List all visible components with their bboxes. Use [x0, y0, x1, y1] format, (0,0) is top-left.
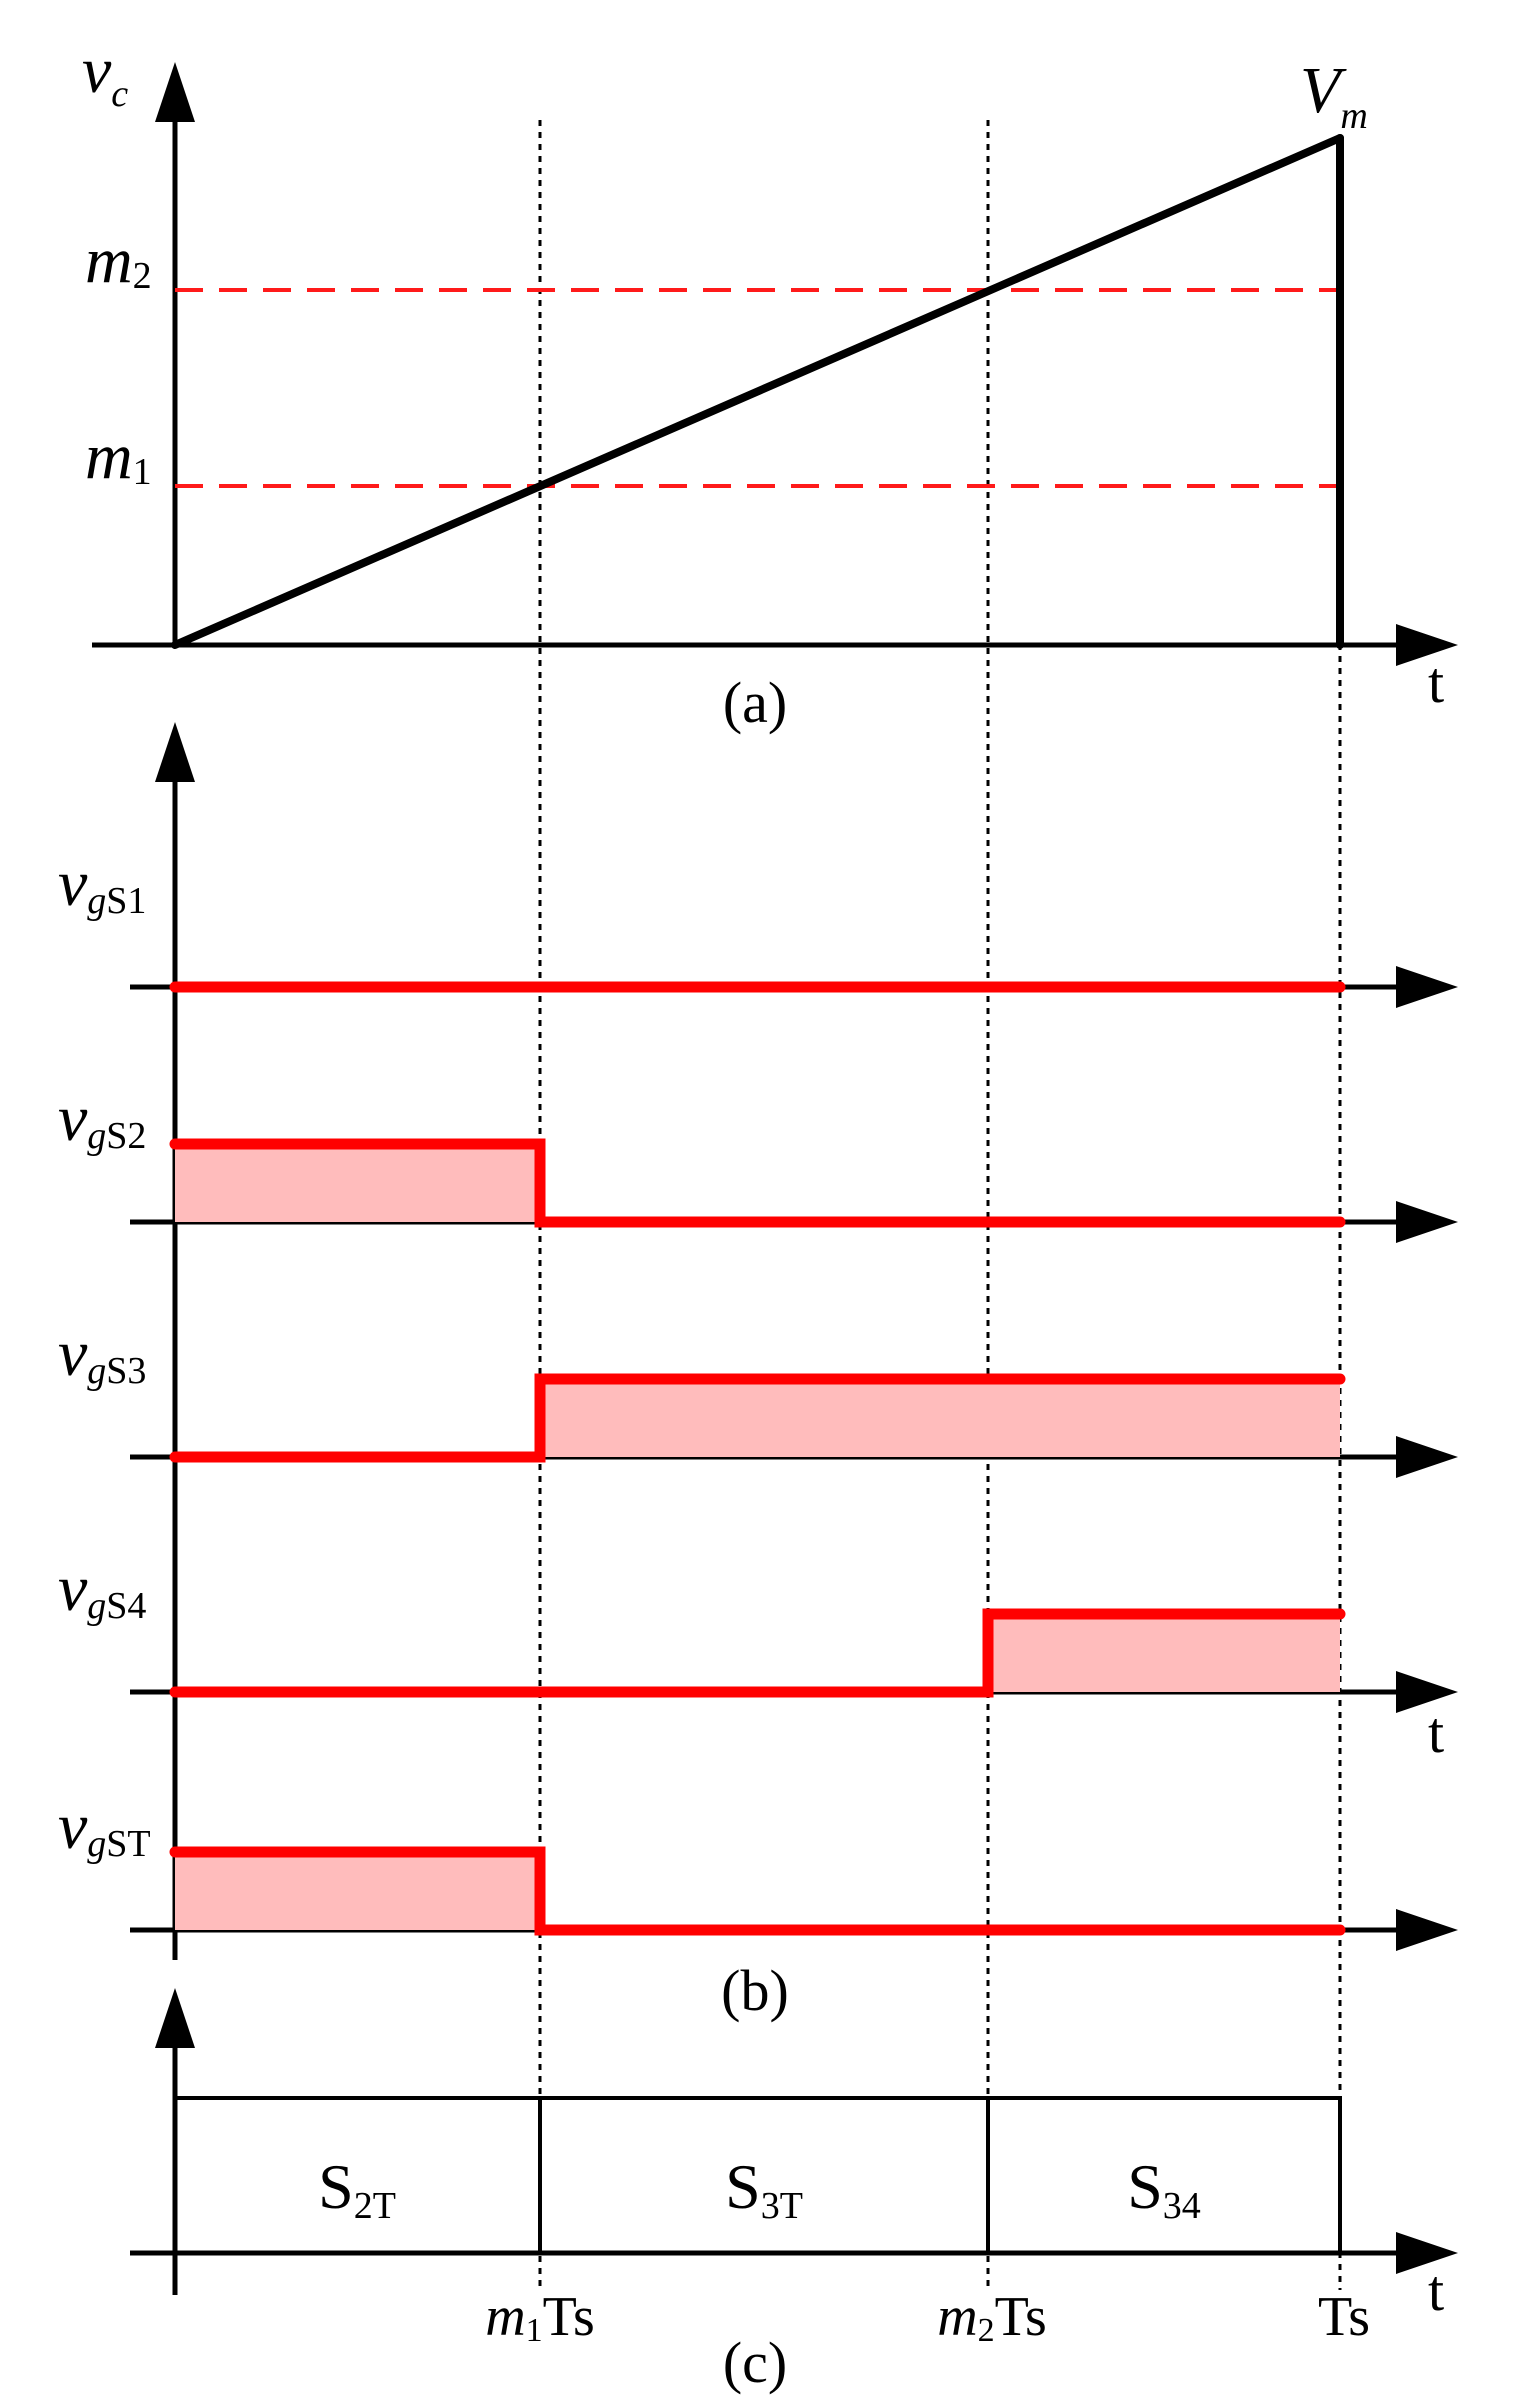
panel-c-y-arrow-icon [155, 1988, 195, 2048]
panel-b-caption: (b) [721, 1958, 789, 2023]
signal-waveform-gs2 [169, 1138, 1346, 1228]
panel-c-caption: (c) [723, 2330, 787, 2395]
signal-arrow-icon [1396, 1671, 1458, 1713]
panel-a: vc Vm m2 m1 t (a) [82, 34, 1458, 735]
panel-c: S2T S3T S34 m1Ts m2Ts Ts t (c) [130, 1988, 1458, 2395]
carrier-ramp [171, 134, 1344, 649]
time-guides [538, 120, 1342, 2290]
signal-waveform-gs3 [169, 1373, 1346, 1463]
segment-s2t: S2T [318, 2151, 396, 2227]
segment-s3t: S3T [725, 2151, 803, 2227]
panel-b-y-arrow-icon [155, 722, 195, 782]
m2-label: m2 [85, 224, 152, 297]
signal-arrow-icon [1396, 1436, 1458, 1478]
panel-a-caption: (a) [723, 670, 787, 735]
panel-a-t-label: t [1428, 650, 1444, 715]
signal-label-gs3: vgS3 [58, 1317, 146, 1392]
signal-high-fill [175, 1144, 540, 1222]
panel-b-t-label: t [1428, 1700, 1444, 1765]
vc-label: vc [82, 34, 128, 115]
signal-label-gs1: vgS1 [58, 847, 146, 922]
segment-s34: S34 [1127, 2151, 1201, 2227]
tick-ts: Ts [1318, 2286, 1370, 2348]
panel-a-t-arrow-icon [1396, 624, 1458, 666]
gate-signals: vgS1 vgS2 vgS3 vgS4 vgST [58, 847, 1458, 1951]
signal-waveform-gs4 [169, 1608, 1346, 1698]
signal-arrow-icon [1396, 1909, 1458, 1951]
vm-label: Vm [1300, 54, 1368, 137]
signal-label-gs4: vgS4 [58, 1552, 146, 1627]
m1-label: m1 [85, 420, 152, 493]
panel-b: vgS1 vgS2 vgS3 vgS4 vgST t (b) [58, 722, 1458, 2023]
panel-a-y-arrow-icon [155, 62, 195, 122]
tick-m2ts: m2Ts [937, 2286, 1047, 2349]
signal-high-fill [988, 1379, 1340, 1457]
signal-high-fill [540, 1379, 988, 1457]
panel-c-t-label: t [1428, 2258, 1444, 2323]
signal-high-fill [988, 1614, 1340, 1692]
signal-waveform-gst [169, 1846, 1346, 1936]
signal-arrow-icon [1396, 1201, 1458, 1243]
panel-c-t-arrow-icon [1396, 2232, 1458, 2274]
segment-frame [173, 2096, 1342, 2253]
signal-arrow-icon [1396, 966, 1458, 1008]
signal-label-gs2: vgS2 [58, 1082, 146, 1157]
signal-high-fill [175, 1852, 540, 1930]
signal-label-gst: vgST [58, 1790, 151, 1865]
tick-m1ts: m1Ts [485, 2286, 595, 2349]
